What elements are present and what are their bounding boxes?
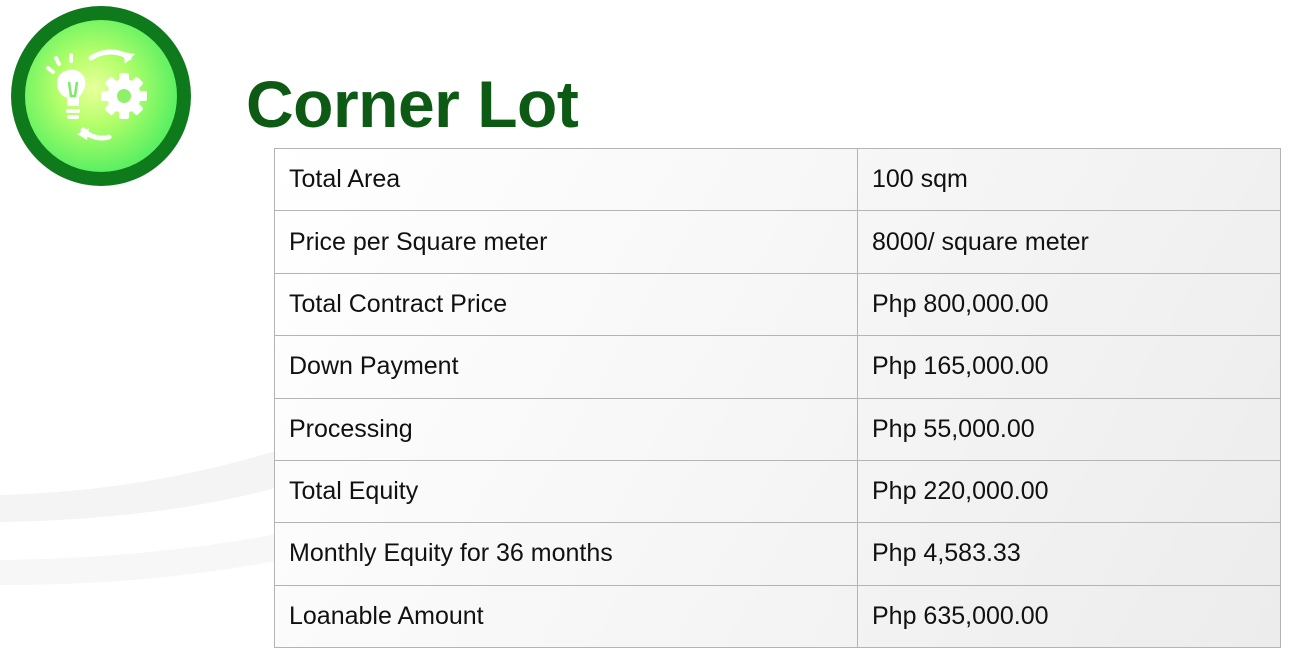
table-row: Processing Php 55,000.00 — [274, 397, 1281, 461]
row-value: Php 165,000.00 — [857, 335, 1281, 399]
table-row: Down Payment Php 165,000.00 — [274, 335, 1281, 399]
row-label: Loanable Amount — [274, 584, 858, 649]
row-value: Php 220,000.00 — [857, 459, 1281, 524]
row-label: Down Payment — [274, 335, 858, 399]
row-label: Total Area — [274, 147, 858, 212]
lightbulb-icon — [46, 53, 86, 119]
lot-details-table: Total Area 100 sqm Price per Square mete… — [274, 147, 1281, 649]
page-title: Corner Lot — [246, 67, 579, 141]
row-value: 100 sqm — [857, 147, 1281, 212]
row-label: Total Equity — [274, 459, 858, 524]
row-value: 8000/ square meter — [857, 210, 1281, 274]
table-row: Total Area 100 sqm — [274, 147, 1281, 212]
row-value: Php 55,000.00 — [857, 397, 1281, 461]
row-value: Php 800,000.00 — [857, 272, 1281, 337]
table-row: Loanable Amount Php 635,000.00 — [274, 584, 1281, 649]
table-row: Price per Square meter 8000/ square mete… — [274, 210, 1281, 274]
row-label: Price per Square meter — [274, 210, 858, 274]
row-value: Php 635,000.00 — [857, 584, 1281, 649]
gear-icon — [101, 73, 147, 119]
table-row: Monthly Equity for 36 months Php 4,583.3… — [274, 522, 1281, 586]
lightbulb-gear-cycle-icon — [46, 49, 147, 141]
row-value: Php 4,583.33 — [857, 522, 1281, 586]
row-label: Processing — [274, 397, 858, 461]
logo — [11, 6, 191, 186]
table-row: Total Contract Price Php 800,000.00 — [274, 272, 1281, 337]
table-row: Total Equity Php 220,000.00 — [274, 459, 1281, 524]
row-label: Total Contract Price — [274, 272, 858, 337]
row-label: Monthly Equity for 36 months — [274, 522, 858, 586]
